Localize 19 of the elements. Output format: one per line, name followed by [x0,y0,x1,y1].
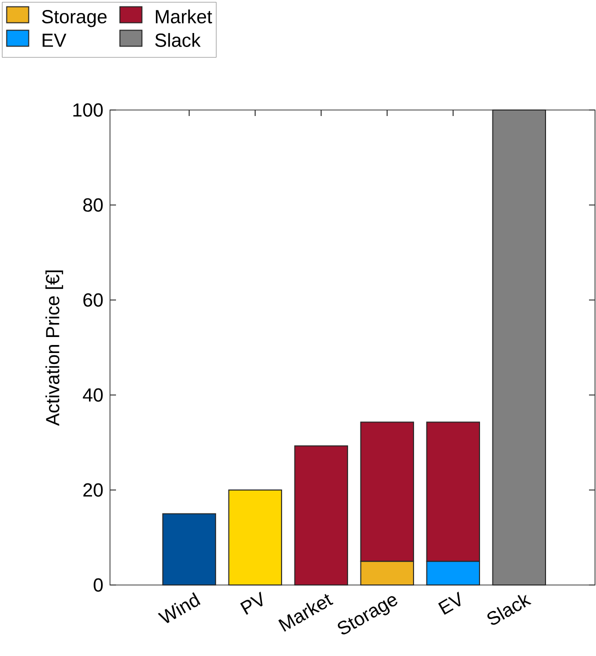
legend-label: EV [42,34,66,47]
y-tick-label: 80 [83,198,103,212]
bar [492,109,546,586]
x-tick-label: Wind [158,592,201,624]
y-tick-label: 0 [94,578,103,592]
y-tick-label: 20 [83,483,103,497]
y-tick-label: 40 [82,388,103,402]
x-tick-label: PV [240,592,263,615]
y-tick-label: 100 [73,103,103,117]
y-tick-label: 60 [83,293,103,307]
legend-label: Market [156,9,212,24]
x-tick-label: Slack [487,594,532,625]
legend-label: Storage [42,10,107,28]
bar [228,489,282,586]
bar [162,513,216,586]
x-tick-label: EV [438,592,461,615]
bar [294,445,348,586]
legend-label: Slack [155,33,201,47]
y-axis-title: Activation Price [€] [45,270,64,426]
